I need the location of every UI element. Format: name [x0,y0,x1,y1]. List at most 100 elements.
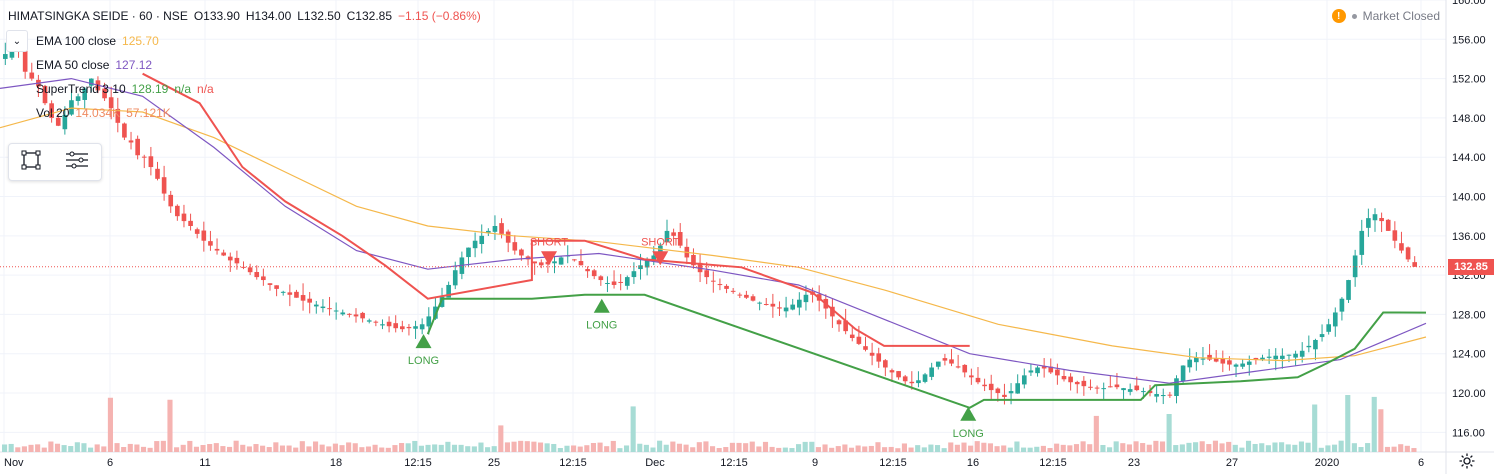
candle-body [585,269,590,272]
candle-body [287,292,293,295]
y-tick-label: 124.00 [1452,349,1486,361]
market-status[interactable]: ! Market Closed [1331,9,1440,23]
volume-bar [1298,441,1305,452]
indicator-row-ema100[interactable]: EMA 100 close 125.70 [36,31,159,51]
change-value: −1.15 (−0.86%) [398,9,481,23]
volume-bar [829,447,835,452]
volume-bar [425,444,431,452]
volume-bar [961,442,967,452]
candle-body [208,241,213,246]
rectangle-tool-icon[interactable] [20,149,42,176]
candle-body [1035,367,1040,374]
candle-body [1359,230,1365,255]
candle-body [340,312,346,315]
volume-bar [346,442,352,452]
volume-bar [941,448,947,452]
collapse-legend-button[interactable]: ⌄ [6,30,28,52]
gear-icon[interactable] [1458,452,1476,470]
volume-bar [637,443,643,452]
candle-body [148,156,154,168]
settings-list-icon[interactable] [64,149,90,176]
candle-body [280,291,286,293]
volume-bar [643,444,649,452]
indicator-row-ema50[interactable]: EMA 50 close 127.12 [36,55,152,75]
candle-body [1061,375,1067,380]
candle-body [830,306,835,317]
volume-bar [94,444,100,452]
volume-bar [604,446,610,452]
indicator-row-volume[interactable]: Vol 20 14.034K 57.121K [36,103,171,123]
y-tick-label: 116.00 [1452,427,1485,439]
volume-bar [2,444,8,452]
volume-bar [1027,447,1033,452]
volume-bar [1212,440,1218,452]
volume-bar [1007,447,1013,452]
candle-body [492,226,498,232]
volume-bar [213,443,219,452]
candle-body [1088,386,1093,388]
long-signal-label: LONG [408,355,439,367]
candle-body [426,316,432,327]
volume-bar [451,444,458,452]
candle-body [1260,357,1265,360]
volume-bar [1054,443,1060,452]
candle-body [1385,219,1391,231]
candle-body [168,194,174,207]
candle-body [327,308,332,310]
close-value: C132.85 [346,9,393,23]
volume-bar [676,443,683,452]
volume-bar [1120,443,1126,452]
indicator-name: Vol 20 [36,106,70,120]
volume-bar [359,447,365,452]
candle-body [757,302,762,304]
volume-bar [1047,447,1053,452]
volume-bar [147,447,153,452]
warning-icon: ! [1331,9,1346,23]
candle-body [505,231,511,243]
volume-bar [1179,444,1185,452]
last-price-tag: 132.85 [1448,258,1494,275]
candle-body [1352,255,1358,278]
candle-body [294,291,299,298]
volume-bar [418,445,424,452]
volume-bar [200,445,206,452]
candle-body [797,299,802,308]
volume-bar [233,440,239,452]
candle-body [995,388,1001,394]
candle-body [1326,324,1331,332]
volume-bar [15,447,21,452]
volume-bar [1020,447,1027,452]
candle-body [1412,262,1418,267]
long-signal-arrow [415,334,432,349]
volume-bar [121,446,127,452]
candle-body [1253,357,1259,360]
volume-bar [776,447,782,452]
y-tick-label: 156.00 [1452,34,1486,46]
status-dot-icon [1351,13,1357,19]
candle-body [108,97,114,109]
candle-body [916,380,921,384]
candle-body [1167,394,1173,396]
indicator-row-supertrend[interactable]: SuperTrend 3 10 128.19 n/a n/a [36,79,214,99]
volume-bar [193,446,200,452]
candle-body [1286,354,1292,356]
volume-bar [782,447,788,452]
volume-bar [802,441,808,452]
symbol-label[interactable]: HIMATSINGKA SEIDE · 60 · NSE [8,9,188,23]
volume-bar [557,448,563,452]
volume-bar [54,443,61,452]
volume-bar [1232,444,1238,452]
candle-body [624,277,630,286]
volume-bar [1060,444,1066,452]
candle-body [181,213,187,222]
volume-bar [1001,445,1007,452]
candle-body [214,248,220,251]
volume-bar [736,442,742,452]
y-tick-label: 160.00 [1452,0,1486,7]
high-value: H134.00 [245,9,292,23]
volume-bar [1140,443,1146,452]
candle-body [75,96,81,101]
volume-bar [762,441,769,452]
